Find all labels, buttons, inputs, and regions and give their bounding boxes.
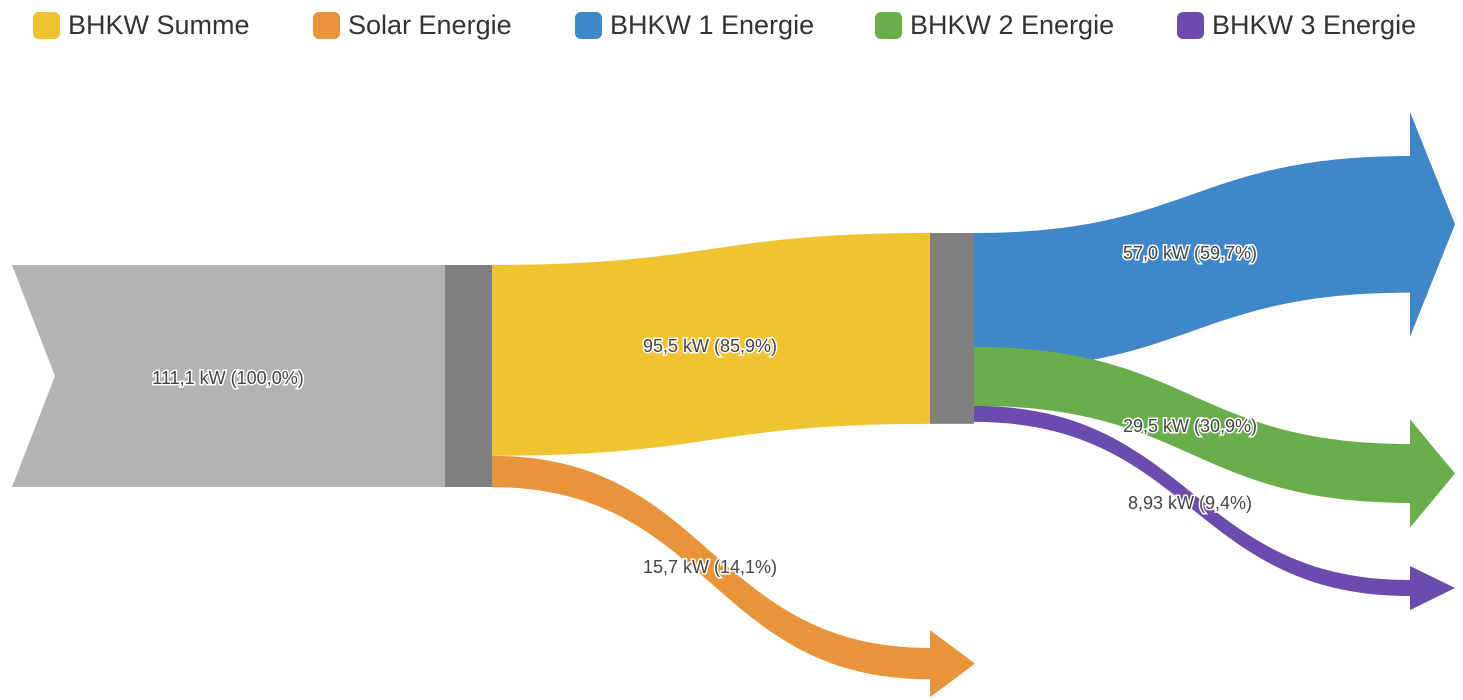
flow-label-solar-energie: 15,7 kW (14,1%) (643, 557, 777, 577)
flow-label-bhkw-3-energie: 8,93 kW (9,4%) (1128, 493, 1252, 513)
legend-label: BHKW 1 Energie (610, 10, 815, 40)
source-label: 111,1 kW (100,0%) (152, 368, 303, 388)
flow-label-bhkw-summe: 95,5 kW (85,9%) (643, 336, 777, 356)
legend-swatch (875, 11, 902, 39)
legend-swatch (575, 11, 602, 39)
flow-bhkw-1-energie (974, 111, 1455, 370)
node-2 (930, 233, 974, 424)
legend-label: Solar Energie (348, 10, 512, 40)
flow-bhkw-2-energie (974, 346, 1455, 528)
legend-swatch (313, 11, 340, 39)
legend-swatch (33, 11, 60, 39)
legend-swatch (1177, 11, 1204, 39)
flow-label-bhkw-2-energie: 29,5 kW (30,9%) (1123, 416, 1257, 436)
legend-item-bhkw-2-energie[interactable]: BHKW 2 Energie (875, 8, 1114, 42)
node-1 (445, 265, 492, 487)
legend-item-bhkw-summe[interactable]: BHKW Summe (33, 8, 250, 42)
legend-label: BHKW 2 Energie (910, 10, 1115, 40)
sankey-labels: 111,1 kW (100,0%) 95,5 kW (85,9%) 15,7 kW … (151, 242, 1259, 579)
sankey-flows (12, 111, 1455, 698)
legend-item-bhkw-3-energie[interactable]: BHKW 3 Energie (1177, 8, 1416, 42)
legend-item-solar-energie[interactable]: Solar Energie (313, 8, 512, 42)
flow-label-bhkw-1-energie: 57,0 kW (59,7%) (1123, 243, 1257, 263)
legend: BHKW Summe Solar Energie BHKW 1 Energie … (0, 0, 1463, 52)
legend-label: BHKW Summe (68, 10, 250, 40)
legend-label: BHKW 3 Energie (1212, 10, 1417, 40)
source-band (12, 265, 445, 487)
flow-bhkw-3-energie (974, 405, 1455, 611)
flow-bhkw-summe (492, 233, 930, 456)
legend-item-bhkw-1-energie[interactable]: BHKW 1 Energie (575, 8, 814, 42)
flow-solar-energie (492, 455, 975, 698)
